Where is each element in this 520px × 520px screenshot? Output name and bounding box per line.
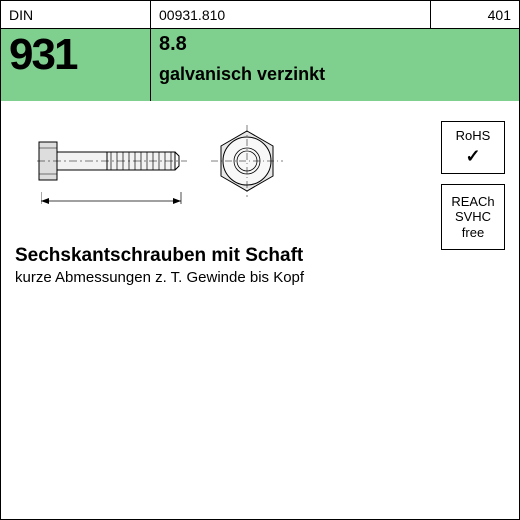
rohs-badge: RoHS ✓ <box>441 121 505 174</box>
header-row-2: 931 8.8 galvanisch verzinkt <box>1 29 519 101</box>
header-row-1: DIN 00931.810 401 <box>1 1 519 29</box>
reach-badge: REACh SVHC free <box>441 184 505 250</box>
grade: 8.8 <box>159 33 511 56</box>
dimension-line-icon <box>41 192 183 210</box>
diagram-row <box>37 125 505 197</box>
reach-line1: REACh <box>451 194 494 210</box>
id-right-cell: 401 <box>431 1 519 28</box>
std-label: DIN <box>9 7 33 23</box>
title-row: Sechskantschrauben mit Schaft kurze Abme… <box>15 245 505 286</box>
coating: galvanisch verzinkt <box>159 64 511 85</box>
din-cell: 931 <box>1 29 151 101</box>
din-number: 931 <box>9 33 142 77</box>
check-icon: ✓ <box>465 146 480 168</box>
bolt-side-icon <box>37 130 187 192</box>
reach-line3: free <box>462 225 484 241</box>
reach-line2: SVHC <box>455 209 491 225</box>
title-main: Sechskantschrauben mit Schaft <box>15 245 505 267</box>
code: 00931.810 <box>159 7 225 23</box>
grade-cell: 8.8 galvanisch verzinkt <box>151 29 519 101</box>
rohs-label: RoHS <box>456 128 491 144</box>
code-cell: 00931.810 <box>151 1 431 28</box>
badges: RoHS ✓ REACh SVHC free <box>441 121 505 250</box>
bolt-front-icon <box>211 125 283 197</box>
std-label-cell: DIN <box>1 1 151 28</box>
title-sub: kurze Abmessungen z. T. Gewinde bis Kopf <box>15 269 505 286</box>
label-container: DIN 00931.810 401 931 8.8 galvanisch ver… <box>0 0 520 520</box>
id-right: 401 <box>488 7 511 23</box>
